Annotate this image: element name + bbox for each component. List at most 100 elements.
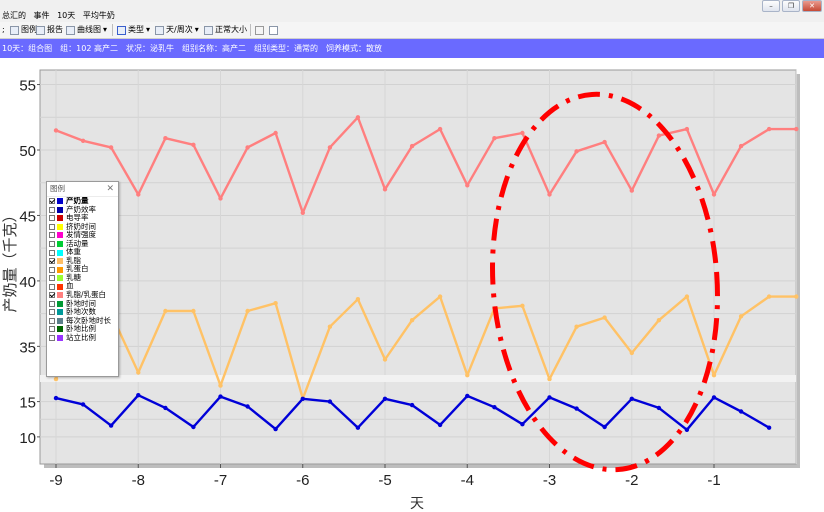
legend-checkbox[interactable] (49, 283, 55, 290)
data-point (136, 370, 141, 375)
data-point (191, 308, 196, 314)
legend-item[interactable]: 产奶效率 (47, 204, 118, 215)
menu-item-summary[interactable]: 总汇的 (2, 11, 26, 20)
data-point (300, 396, 305, 401)
close-icon[interactable]: ✕ (802, 0, 822, 12)
legend-checkbox[interactable] (49, 198, 55, 205)
data-point (136, 393, 141, 398)
data-point (602, 139, 607, 145)
curve-chart-dropdown[interactable]: 曲线图 ▾ (66, 22, 107, 38)
legend-swatch (57, 206, 63, 213)
legend-checkbox[interactable] (49, 258, 55, 265)
menu-item-10days[interactable]: 10天 (57, 11, 76, 20)
legend-checkbox[interactable] (49, 232, 55, 239)
legend-item[interactable]: 乳糖 (47, 273, 118, 283)
legend-checkbox[interactable] (49, 309, 55, 316)
data-point (382, 357, 388, 362)
legend-checkbox[interactable] (49, 292, 55, 299)
line-chart: 55 50 45 40 35 15 10 -9 -8 -7 -6 -5 -4 -3 -2 -1 天 产奶量（千克） (1, 69, 800, 512)
data-point (437, 294, 443, 299)
legend-checkbox[interactable] (49, 266, 55, 273)
legend-button[interactable]: 图例 (10, 22, 37, 38)
legend-checkbox[interactable] (49, 335, 55, 342)
data-point (409, 402, 415, 408)
legend-item[interactable]: 电导率 (47, 214, 118, 223)
data-point (163, 405, 168, 411)
legend-item[interactable]: 血 (47, 282, 118, 291)
bar-chart-icon (117, 25, 126, 35)
data-point (629, 350, 634, 356)
chevron-down-icon: ▾ (146, 25, 151, 34)
legend-title: 图例 (50, 184, 65, 193)
legend-swatch (57, 300, 63, 307)
legend-item[interactable]: 乳脂/乳蛋白 (47, 290, 118, 300)
data-point (492, 136, 497, 141)
legend-item[interactable]: 每次卧地时长 (47, 316, 118, 326)
toolbar-divider (112, 24, 113, 36)
menu-item-average-milk[interactable]: 平均牛奶 (82, 11, 115, 20)
data-point (574, 149, 579, 154)
legend-checkbox[interactable] (49, 223, 55, 230)
menu-item-events[interactable]: 事件 (33, 11, 50, 20)
legend-item[interactable]: 卧地时间 (47, 299, 118, 309)
legend-item-label: 电导率 (66, 213, 89, 223)
restore-icon[interactable]: ❐ (782, 0, 800, 12)
legend-checkbox[interactable] (49, 275, 55, 282)
calendar-icon (155, 25, 164, 35)
y-axis-label: 产奶量（千克） (1, 207, 19, 312)
data-point (629, 396, 634, 401)
legend-checkbox[interactable] (49, 215, 55, 222)
legend-checkbox[interactable] (49, 206, 55, 213)
legend-checkbox[interactable] (49, 249, 55, 256)
legend-item[interactable]: 挤奶时间 (47, 221, 118, 232)
x-tick-label: -5 (378, 472, 391, 489)
help-button[interactable] (269, 22, 278, 38)
legend-item[interactable]: 产奶量 (47, 196, 118, 206)
minimize-icon[interactable]: – (762, 0, 780, 12)
report-button[interactable]: 报告 (36, 22, 63, 38)
tool-icon (255, 25, 264, 35)
normal-size-button[interactable]: 正常大小 (204, 22, 247, 38)
x-tick-label: -3 (543, 472, 556, 489)
legend-item-label: 乳脂 (66, 255, 81, 265)
data-point (656, 405, 662, 411)
legend-item[interactable]: 体重 (47, 248, 118, 257)
data-point (53, 376, 59, 382)
legend-item[interactable]: 乳蛋白 (47, 265, 118, 274)
legend-checkbox[interactable] (49, 300, 55, 307)
legend-checkbox[interactable] (49, 241, 55, 247)
data-point (382, 396, 388, 401)
day-week-label: 天/周次 (166, 25, 193, 34)
legend-items: 产奶量 产奶效率 电导率 挤奶时间 发情强度 活动量 体重 乳脂 乳蛋白 乳糖血乳脂/乳蛋白 卧地时… (47, 196, 118, 343)
legend-checkbox[interactable] (49, 317, 55, 324)
legend-checkbox[interactable] (49, 326, 55, 333)
data-point (602, 315, 607, 320)
legend-item-label: 产奶效率 (66, 204, 96, 214)
report-icon (36, 25, 45, 35)
legend-item[interactable]: 发情强度 (47, 231, 118, 240)
legend-item[interactable]: 卧地比例 (47, 325, 118, 334)
menu-bar: 总汇的 事件 10天 平均牛奶 – ❐ ✕ (0, 0, 824, 23)
legend-swatch (57, 266, 63, 273)
legend-panel[interactable]: 图例 ✕ 产奶量 产奶效率 电导率 挤奶时间 发情强度 活动量 体重 乳脂 乳蛋白 乳糖血乳脂/乳… (46, 181, 119, 377)
x-tick-label: -1 (707, 472, 720, 489)
chart-info-text: 10天：组合图 组：102 高产二 状况：泌乳牛 组别名称：高产二 组别类型：通… (2, 44, 382, 53)
legend-item[interactable]: 乳脂 (47, 255, 118, 266)
close-icon[interactable]: ✕ (106, 184, 114, 194)
day-week-dropdown[interactable]: 天/周次 ▾ (155, 22, 199, 38)
data-point (738, 409, 744, 414)
data-point (794, 294, 799, 299)
legend-item[interactable]: 站立比例 (47, 333, 118, 343)
type-dropdown[interactable]: 类型 ▾ (117, 22, 150, 38)
settings-tool-button[interactable] (255, 22, 264, 38)
data-point (245, 404, 250, 409)
data-point (766, 294, 772, 299)
legend-item[interactable]: 卧地次数 (47, 308, 118, 317)
legend-swatch (57, 283, 63, 290)
legend-item-label: 挤奶时间 (66, 221, 96, 231)
data-point (629, 188, 634, 193)
legend-item[interactable]: 活动量 (47, 239, 118, 249)
y-tick-label: 45 (19, 208, 36, 225)
data-point (656, 318, 662, 323)
data-point (273, 130, 278, 136)
